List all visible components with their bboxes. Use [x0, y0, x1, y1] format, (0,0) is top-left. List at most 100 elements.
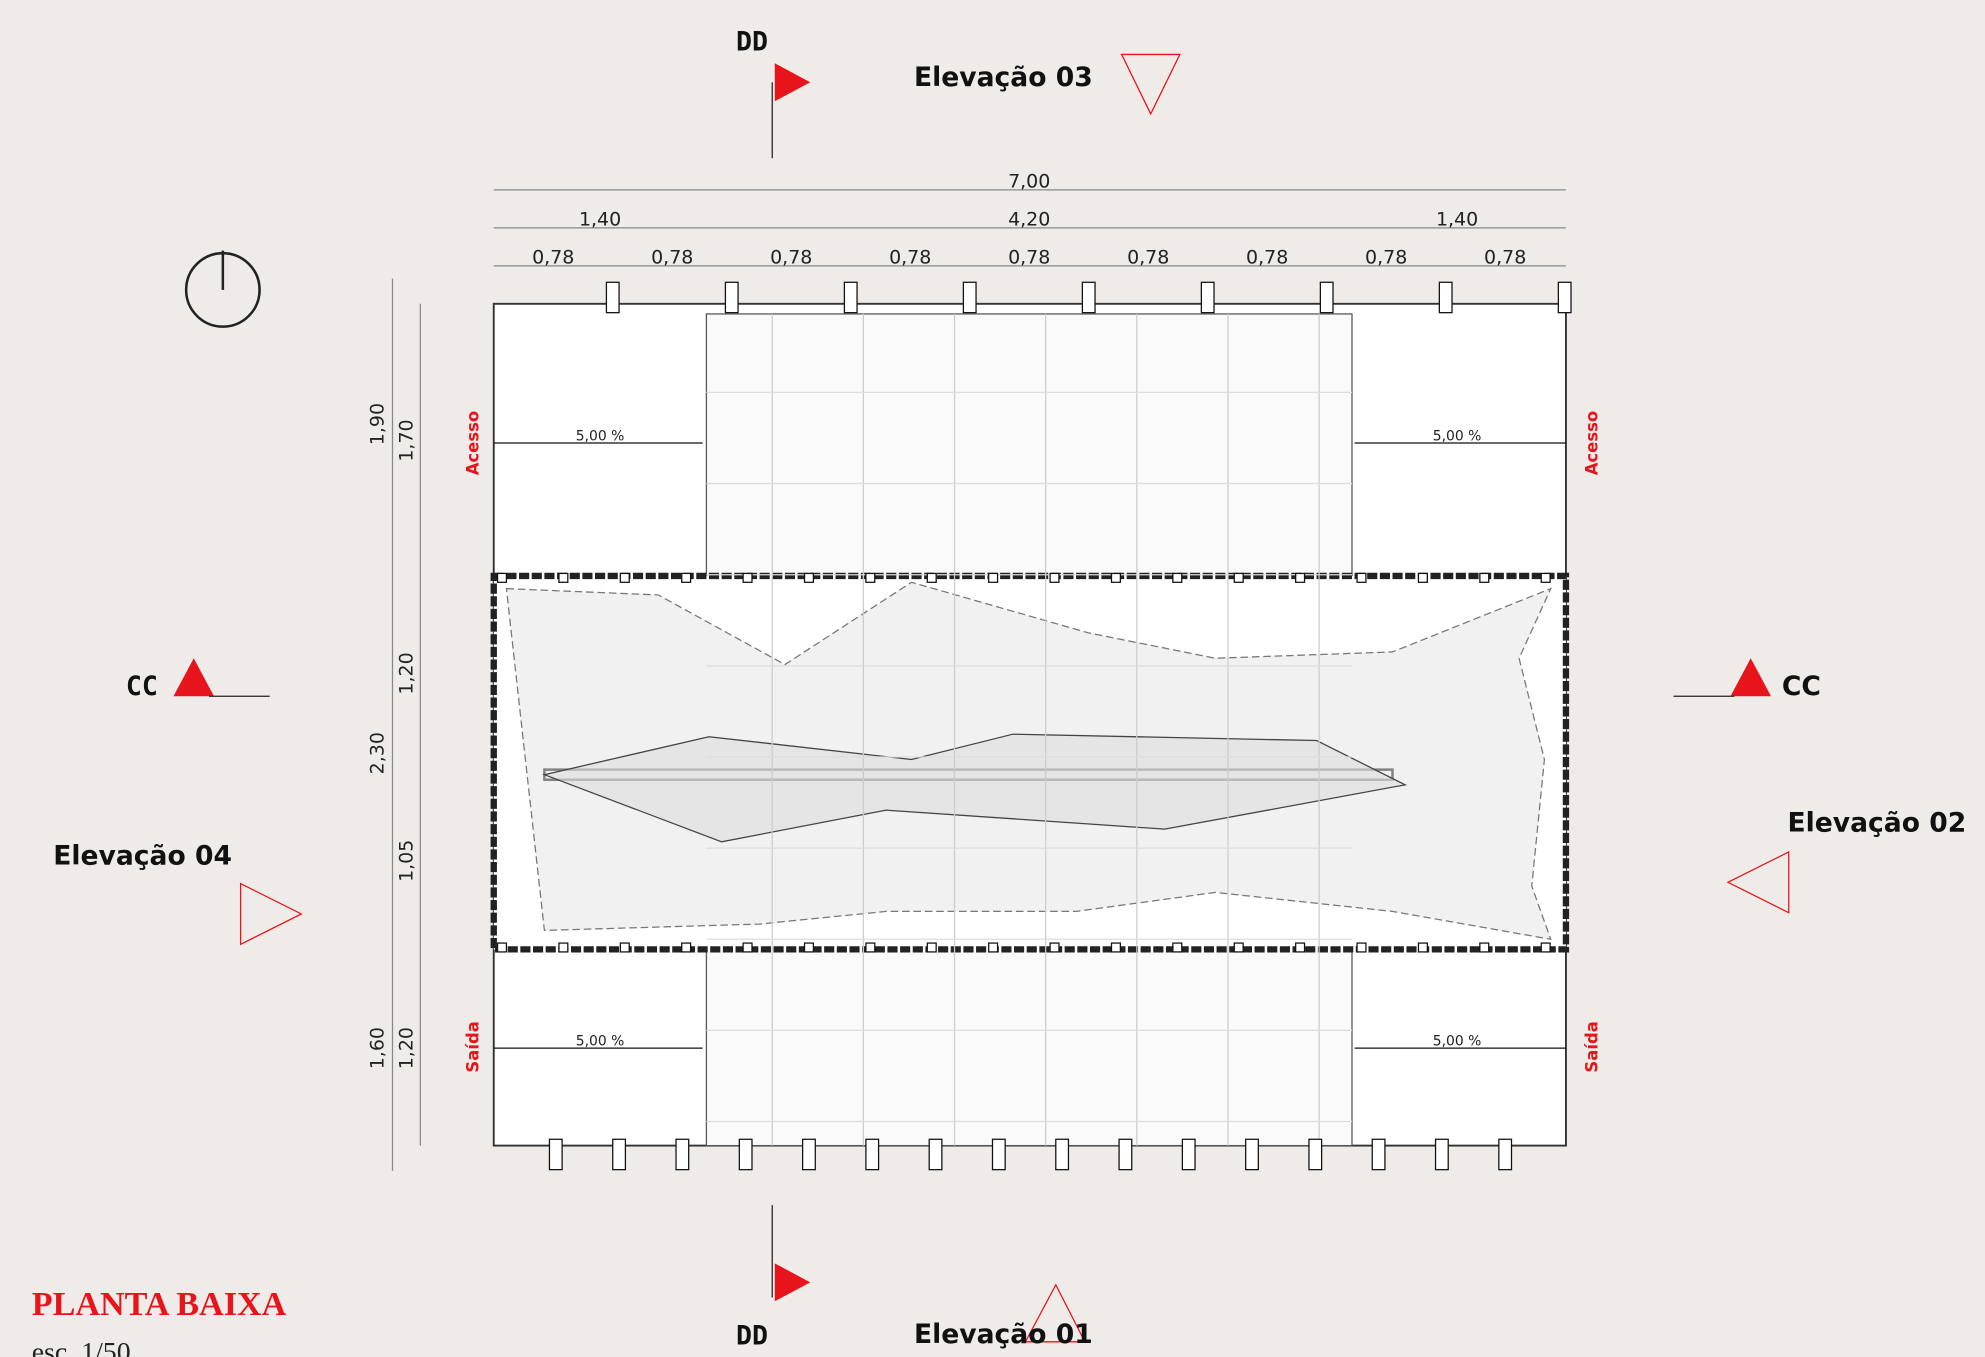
node [1110, 572, 1121, 583]
section-label: DD [736, 27, 768, 58]
elev-marker [1024, 1283, 1086, 1343]
node [1295, 572, 1306, 583]
post [962, 281, 977, 314]
node [1479, 572, 1490, 583]
post [724, 281, 739, 314]
cc-marker [173, 658, 214, 697]
post [1181, 1138, 1196, 1171]
post [675, 1138, 690, 1171]
dimension: 1,40 [1436, 208, 1478, 230]
section-label: CC [1782, 671, 1821, 702]
post [1118, 1138, 1133, 1171]
node [865, 572, 876, 583]
dimension: 1,05 [396, 840, 418, 882]
slope: 5,00 % [576, 1034, 625, 1050]
section-label: DD [736, 1320, 768, 1351]
dimension: 1,90 [367, 403, 389, 445]
node [558, 572, 569, 583]
node [681, 942, 692, 953]
dimension: 1,60 [367, 1027, 389, 1069]
node [1356, 942, 1367, 953]
node [1233, 572, 1244, 583]
node [681, 572, 692, 583]
post [1434, 1138, 1449, 1171]
post [928, 1138, 943, 1171]
slope: 5,00 % [1433, 1034, 1482, 1050]
node [619, 572, 630, 583]
node [496, 572, 508, 583]
elevation-label: Elevação 01 [914, 1319, 1093, 1350]
ramp-label: Saída [1583, 1021, 1602, 1072]
node [865, 942, 876, 953]
dimension: 7,00 [1008, 170, 1050, 192]
section-label: CC [126, 671, 158, 702]
ramp-label: Acesso [464, 411, 483, 475]
elevation-label: Elevação 02 [1787, 808, 1966, 839]
slope: 5,00 % [576, 429, 625, 445]
post [1055, 1138, 1070, 1171]
post [1438, 281, 1453, 314]
node [558, 942, 569, 953]
dimension: 1,70 [396, 419, 418, 461]
elevation-label: Elevação 04 [53, 841, 232, 872]
node [926, 572, 937, 583]
node [1356, 572, 1367, 583]
dimension: 1,20 [396, 1027, 418, 1069]
node [496, 942, 508, 953]
post [843, 281, 858, 314]
dimension: 0,78 [770, 246, 812, 268]
node [1172, 942, 1183, 953]
node [619, 942, 630, 953]
node [1049, 942, 1060, 953]
node [1540, 572, 1551, 583]
post [865, 1138, 880, 1171]
post [1245, 1138, 1259, 1171]
node [1417, 572, 1428, 583]
elev-marker [1120, 53, 1181, 116]
dimension: 0,78 [889, 246, 931, 268]
dimension: 0,78 [651, 246, 693, 268]
node [988, 942, 999, 953]
dimension: 1,40 [579, 208, 621, 230]
dimension: 2,30 [367, 732, 389, 774]
post [1308, 1138, 1323, 1171]
node [1233, 942, 1244, 953]
dimension: 1,20 [396, 652, 418, 694]
cc-marker [1730, 658, 1772, 697]
post [1081, 281, 1096, 314]
post [801, 1138, 816, 1171]
dimension: 0,78 [1008, 246, 1050, 268]
node [742, 942, 753, 953]
dimension: 4,20 [1008, 208, 1050, 230]
post [1319, 281, 1334, 314]
post [1200, 281, 1215, 314]
post [1498, 1138, 1513, 1171]
dimension: 0,78 [1127, 246, 1169, 268]
elev-marker [239, 882, 303, 946]
dimension: 0,78 [1246, 246, 1288, 268]
node [988, 572, 999, 583]
ramp-label: Acesso [1583, 411, 1602, 475]
node [1110, 942, 1121, 953]
drawing [173, 53, 1790, 1343]
node [1540, 942, 1551, 953]
post [605, 281, 620, 314]
elev-marker [1726, 850, 1790, 914]
flag [774, 1263, 811, 1302]
dimension: 0,78 [532, 246, 574, 268]
post [738, 1138, 753, 1171]
post [548, 1138, 563, 1171]
node [742, 572, 753, 583]
post [1557, 281, 1572, 314]
node [803, 572, 815, 583]
dimension: 0,78 [1484, 246, 1526, 268]
flag [774, 63, 811, 102]
node [1295, 942, 1306, 953]
post [991, 1138, 1006, 1171]
title: PLANTA BAIXA [32, 1286, 287, 1323]
node [1417, 942, 1428, 953]
ramp-label: Saída [464, 1021, 483, 1072]
post [612, 1138, 627, 1171]
scale: esc. 1/50 [32, 1337, 131, 1357]
